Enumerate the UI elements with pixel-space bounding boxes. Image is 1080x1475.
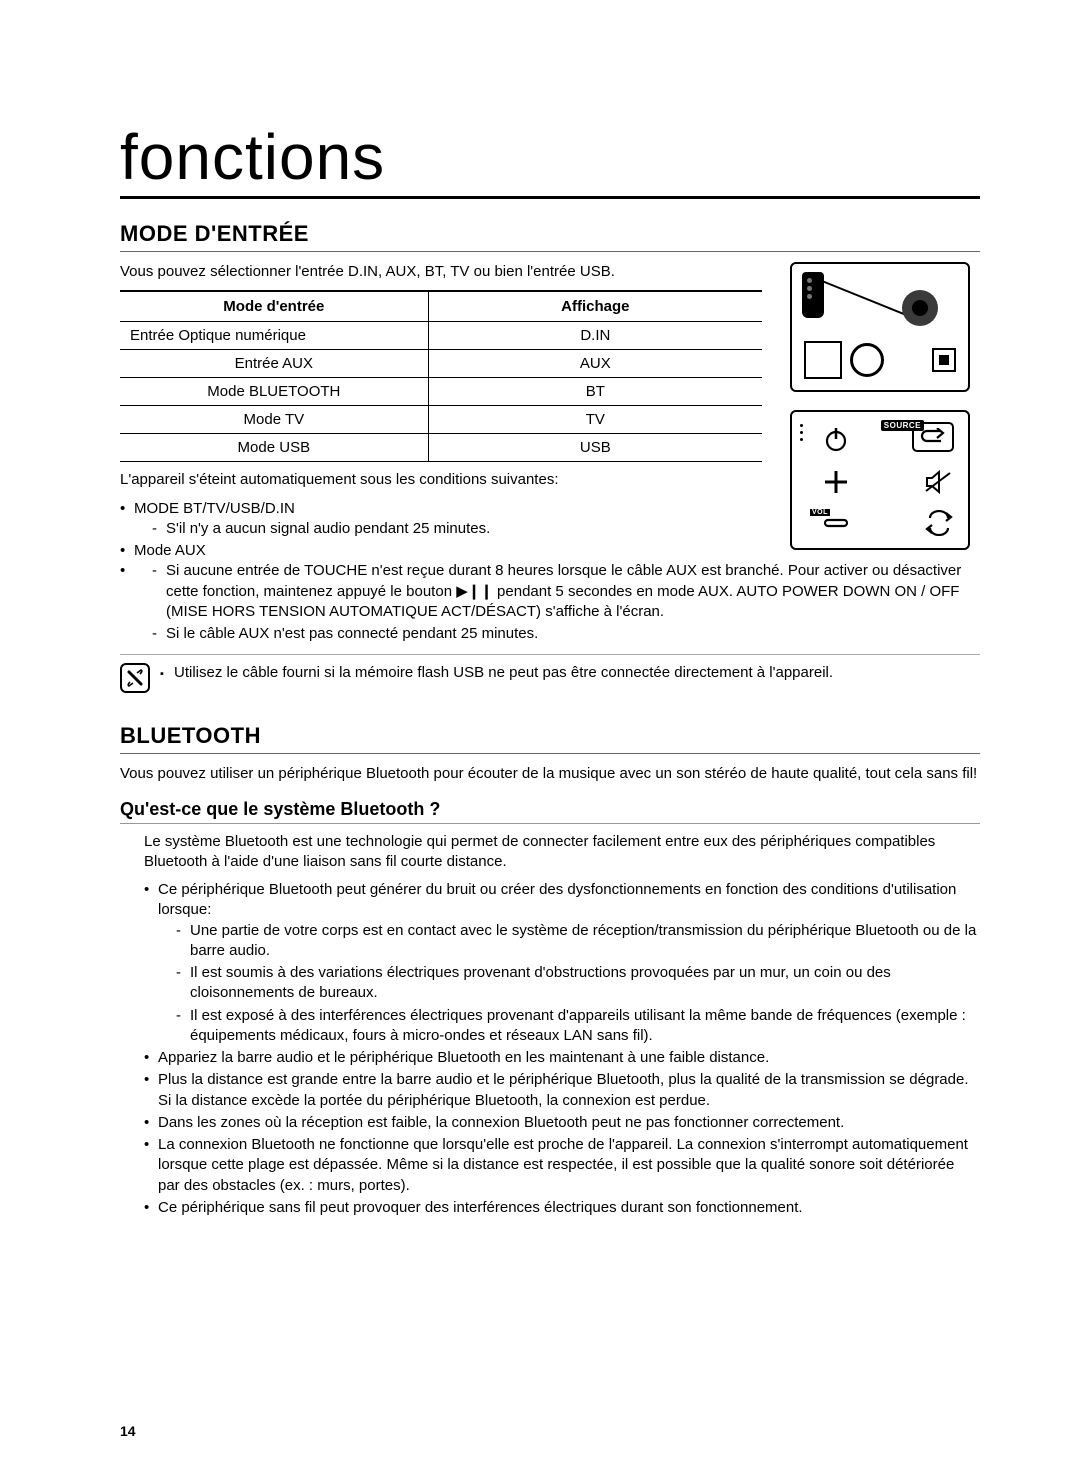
list-item-label: Mode AUX (134, 542, 206, 559)
note-text: Utilisez le câble fourni si la mémoire f… (160, 663, 833, 683)
col-header-mode: Mode d'entrée (120, 291, 428, 322)
subsection-heading-bt-what: Qu'est-ce que le système Bluetooth ? (120, 799, 980, 824)
section-heading-bluetooth: BLUETOOTH (120, 723, 980, 754)
mode-intro: Vous pouvez sélectionner l'entrée D.IN, … (120, 262, 762, 282)
vol-label: VOL (810, 509, 830, 516)
bt-list: Ce périphérique Bluetooth peut générer d… (144, 880, 980, 1218)
repeat-icon (924, 508, 954, 538)
table-row: Mode BLUETOOTH BT (120, 378, 762, 406)
page-number: 14 (120, 1423, 136, 1439)
table-row: Mode USB USB (120, 434, 762, 462)
cell-mode: Mode TV (120, 406, 428, 434)
cell-mode: Mode BLUETOOTH (120, 378, 428, 406)
mute-icon (924, 466, 954, 498)
list-item-label: MODE BT/TV/USB/D.IN (134, 500, 295, 517)
note-block: Utilisez le câble fourni si la mémoire f… (120, 654, 980, 693)
table-row: Entrée Optique numérique D.IN (120, 322, 762, 350)
note-icon (120, 663, 150, 693)
list-subitem: S'il n'y a aucun signal audio pendant 25… (152, 519, 762, 539)
table-row: Mode TV TV (120, 406, 762, 434)
list-subitem: Il est soumis à des variations électriqu… (176, 963, 980, 1004)
bt-p1: Le système Bluetooth est une technologie… (144, 832, 980, 873)
list-item: Plus la distance est grande entre la bar… (144, 1070, 980, 1111)
cell-mode: Entrée AUX (120, 350, 428, 378)
cell-display: TV (428, 406, 762, 434)
list-item: MODE BT/TV/USB/D.IN S'il n'y a aucun sig… (120, 499, 762, 540)
device-illustration (790, 262, 970, 392)
section-heading-mode: MODE D'ENTRÉE (120, 221, 980, 252)
cell-mode: Entrée Optique numérique (120, 322, 428, 350)
list-item: Ce périphérique sans fil peut provoquer … (144, 1198, 980, 1218)
list-item: La connexion Bluetooth ne fonctionne que… (144, 1135, 980, 1196)
table-row: Entrée AUX AUX (120, 350, 762, 378)
list-subitem: Si le câble AUX n'est pas connecté penda… (152, 624, 980, 644)
source-label: SOURCE (881, 420, 924, 431)
cell-display: USB (428, 434, 762, 462)
list-item-label: Ce périphérique Bluetooth peut générer d… (158, 881, 956, 918)
power-icon (806, 422, 866, 456)
list-item: Mode AUX (120, 541, 762, 561)
col-header-display: Affichage (428, 291, 762, 322)
list-subitem: Une partie de votre corps est en contact… (176, 921, 980, 962)
list-item: Dans les zones où la réception est faibl… (144, 1113, 980, 1133)
cell-display: AUX (428, 350, 762, 378)
remote-illustration: SOURCE VOL (790, 410, 970, 550)
cell-mode: Mode USB (120, 434, 428, 462)
bt-intro: Vous pouvez utiliser un périphérique Blu… (120, 764, 980, 784)
auto-off-list: MODE BT/TV/USB/D.IN S'il n'y a aucun sig… (120, 499, 762, 562)
list-item: Appariez la barre audio et le périphériq… (144, 1048, 980, 1068)
list-item: Ce périphérique Bluetooth peut générer d… (144, 880, 980, 1046)
cell-display: BT (428, 378, 762, 406)
mode-table: Mode d'entrée Affichage Entrée Optique n… (120, 290, 762, 462)
table-header-row: Mode d'entrée Affichage (120, 291, 762, 322)
cell-display: D.IN (428, 322, 762, 350)
auto-off-list-continued: Si aucune entrée de TOUCHE n'est reçue d… (120, 561, 980, 644)
auto-off-intro: L'appareil s'éteint automatiquement sous… (120, 470, 762, 490)
list-subitem: Si aucune entrée de TOUCHE n'est reçue d… (152, 561, 980, 622)
page-title: fonctions (120, 120, 980, 199)
plus-icon (806, 466, 866, 498)
list-subitem: Il est exposé à des interférences électr… (176, 1006, 980, 1047)
